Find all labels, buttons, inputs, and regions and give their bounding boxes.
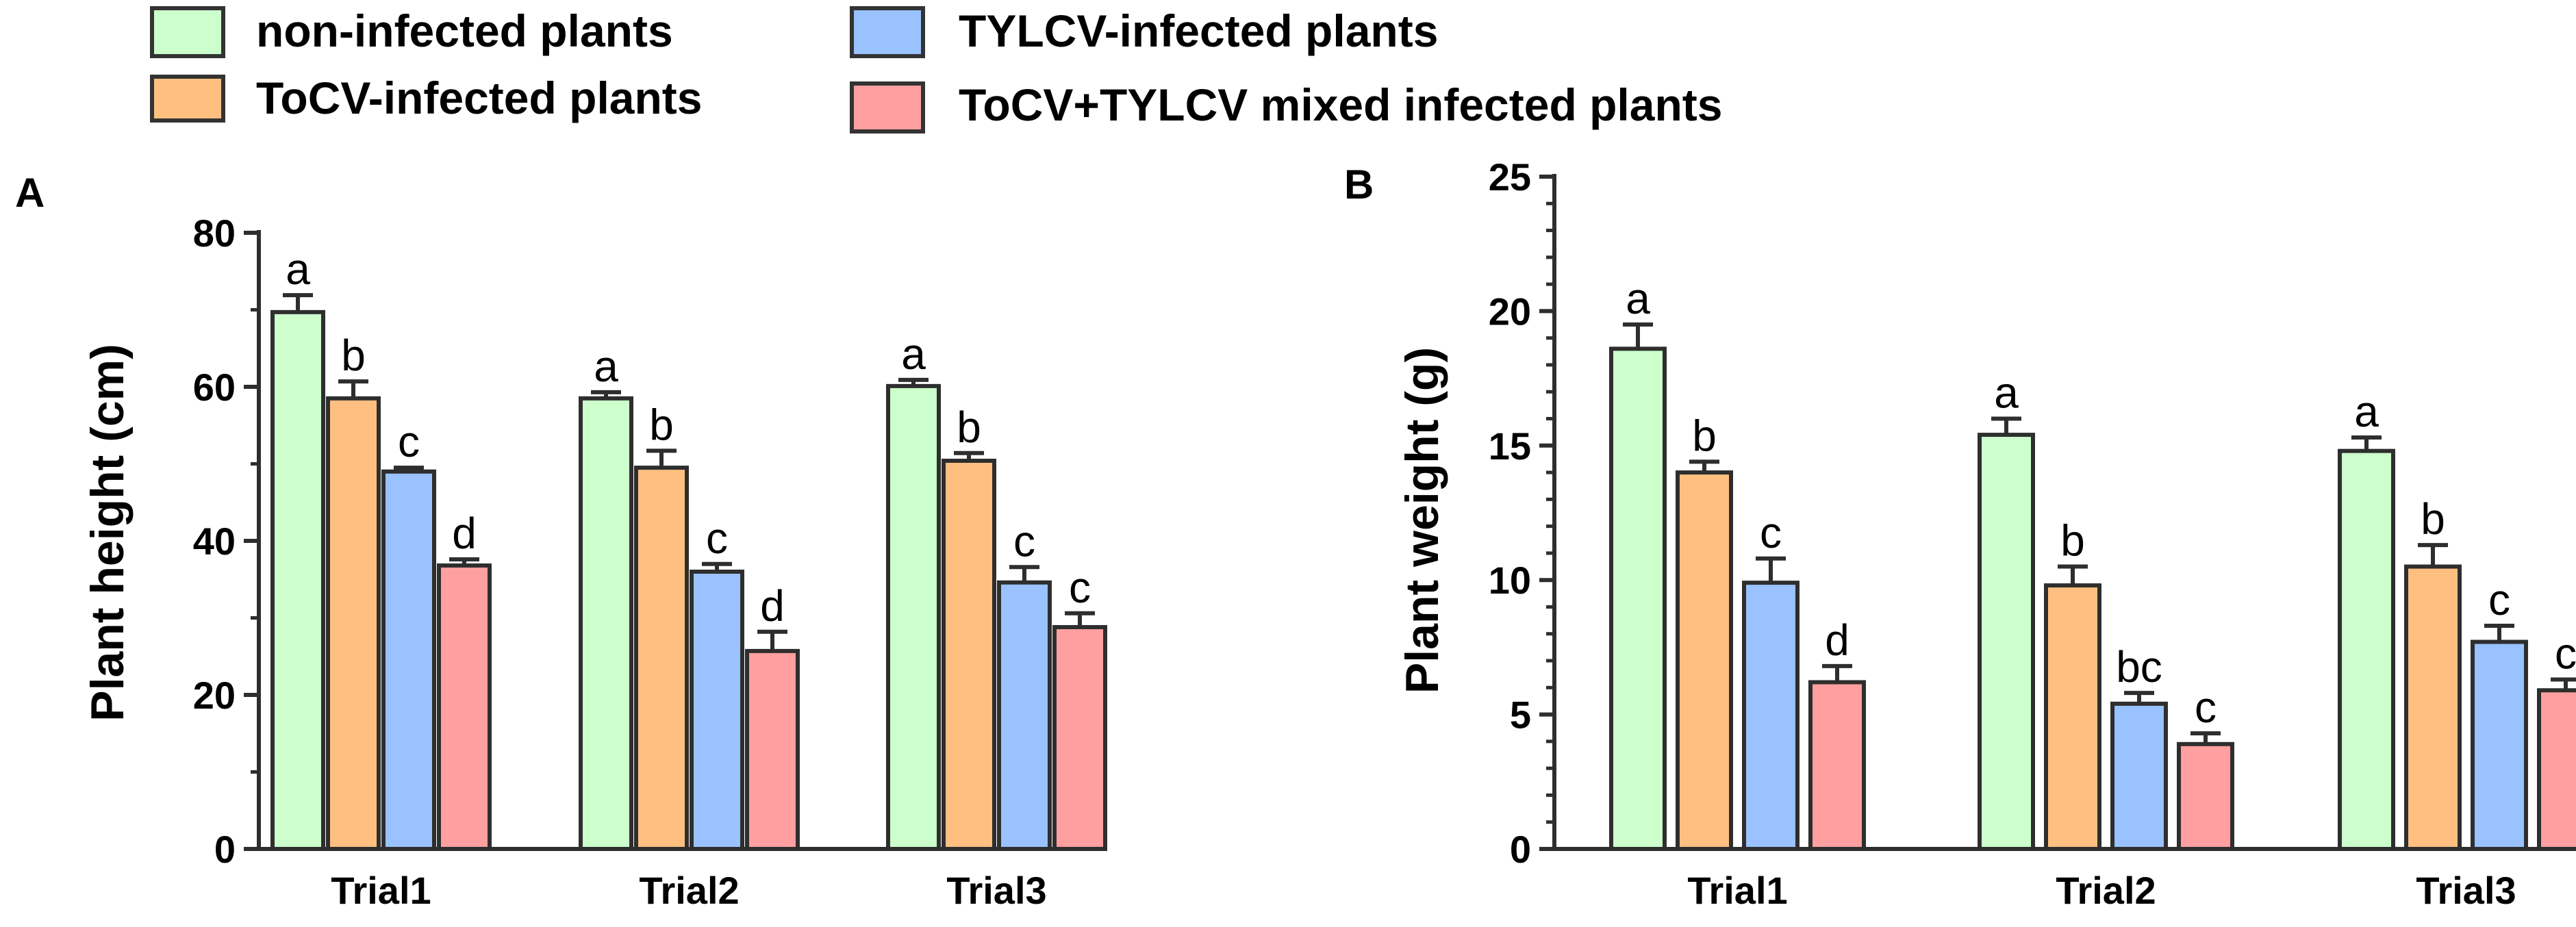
significance-letter: d — [1825, 615, 1849, 665]
bar — [2471, 639, 2528, 851]
panel-a-y-tick-label: 0 — [214, 828, 236, 871]
bar — [942, 459, 996, 851]
bar — [1808, 680, 1866, 851]
bar — [270, 309, 325, 851]
bar — [745, 648, 800, 851]
bar — [381, 469, 436, 851]
legend-swatch-mixed — [850, 81, 925, 134]
legend-label-mixed: ToCV+TYLCV mixed infected plants — [959, 79, 1722, 130]
significance-letter: c — [398, 417, 420, 466]
bar — [2537, 688, 2576, 851]
panel-a: A Plant height (cm) 0 20 40 60 80 Trial1 Trial… — [15, 170, 1107, 912]
category-label: Trial3 — [2416, 869, 2516, 912]
significance-letter: d — [760, 581, 785, 631]
legend-swatch-non-infected — [150, 6, 225, 58]
category-label: Trial2 — [2056, 869, 2156, 912]
significance-letter: a — [2354, 387, 2379, 436]
bar — [1609, 346, 1667, 851]
significance-letter: a — [594, 342, 618, 391]
panel-b-y-tick-label: 20 — [1489, 290, 1531, 333]
panel-a-ylabel-text: Plant height (cm) — [81, 344, 134, 722]
bar — [2110, 701, 2168, 851]
legend-label-non-infected: non-infected plants — [256, 5, 673, 56]
bar — [2404, 564, 2462, 851]
bar — [1052, 625, 1107, 851]
significance-letter: c — [1069, 563, 1091, 612]
panel-b: B Plant weight (g) 0 5 10 15 20 25 Trial1 Trial… — [1344, 155, 2576, 912]
significance-letter: c — [2555, 629, 2576, 678]
bar — [886, 383, 941, 851]
significance-letter: c — [1013, 516, 1035, 566]
significance-letter: a — [1626, 274, 1650, 323]
panel-b-ylabel: Plant weight (g) — [1396, 347, 1448, 694]
significance-letter: b — [2060, 516, 2085, 566]
panel-a-y-tick-label: 40 — [193, 520, 236, 563]
panel-a-ylabel: Plant height (cm) — [81, 344, 134, 722]
significance-letter: a — [901, 329, 926, 379]
bar — [437, 563, 492, 851]
significance-letter: bc — [2116, 642, 2162, 691]
category-label: Trial1 — [331, 869, 431, 912]
panel-a-y-tick-label: 20 — [193, 674, 236, 717]
significance-letter: c — [2195, 683, 2217, 732]
bar — [1742, 581, 1800, 851]
panel-b-y-tick-label: 25 — [1489, 155, 1531, 199]
panel-a-y-tick-label: 60 — [193, 366, 236, 409]
panel-a-label: A — [15, 170, 45, 216]
legend-item-tocv: ToCV-infected plants — [150, 73, 703, 123]
panel-b-y-tick-label: 0 — [1510, 828, 1531, 871]
panel-b-y-tick-label: 15 — [1489, 424, 1531, 468]
bar — [1978, 433, 2035, 851]
panel-a-axes: 0 20 40 60 80 Trial1 Trial2 Trial3 — [193, 212, 1094, 912]
significance-letter: b — [649, 400, 674, 449]
category-label: Trial1 — [1687, 869, 1787, 912]
bar — [326, 396, 381, 851]
significance-letter: b — [341, 331, 366, 380]
significance-letter: c — [2488, 575, 2510, 624]
legend-label-tylcv: TYLCV-infected plants — [959, 5, 1438, 56]
category-label: Trial3 — [946, 869, 1046, 912]
bar — [2177, 741, 2234, 851]
bar — [690, 570, 744, 851]
significance-letter: a — [1994, 368, 2019, 418]
legend-swatch-tylcv — [850, 6, 925, 58]
panel-a-y-tick-label: 80 — [193, 212, 236, 255]
significance-letter: c — [1760, 508, 1782, 557]
panel-b-ylabel-text: Plant weight (g) — [1396, 347, 1448, 694]
bar — [634, 466, 689, 851]
legend-item-tylcv: TYLCV-infected plants — [850, 5, 1438, 58]
bar — [997, 580, 1052, 851]
significance-letter: b — [1692, 411, 1717, 460]
significance-letter: c — [706, 513, 728, 563]
significance-letter: a — [286, 244, 310, 294]
category-label: Trial2 — [639, 869, 739, 912]
bar — [1676, 470, 1733, 851]
legend-item-non-infected: non-infected plants — [150, 5, 673, 58]
panel-b-y-tick-label: 5 — [1510, 694, 1531, 737]
legend-swatch-tocv — [150, 75, 225, 123]
significance-letter: b — [957, 403, 981, 452]
legend-item-mixed: ToCV+TYLCV mixed infected plants — [850, 79, 1722, 134]
panel-b-label: B — [1344, 162, 1374, 207]
significance-letter: d — [452, 509, 477, 558]
panel-b-y-tick-label: 10 — [1489, 559, 1531, 602]
bar — [2044, 583, 2101, 852]
bar — [579, 396, 633, 851]
bar — [2338, 448, 2395, 851]
legend-label-tocv: ToCV-infected plants — [256, 73, 703, 123]
legend: non-infected plants ToCV-infected plants… — [150, 5, 1722, 134]
significance-letter: b — [2421, 494, 2445, 544]
